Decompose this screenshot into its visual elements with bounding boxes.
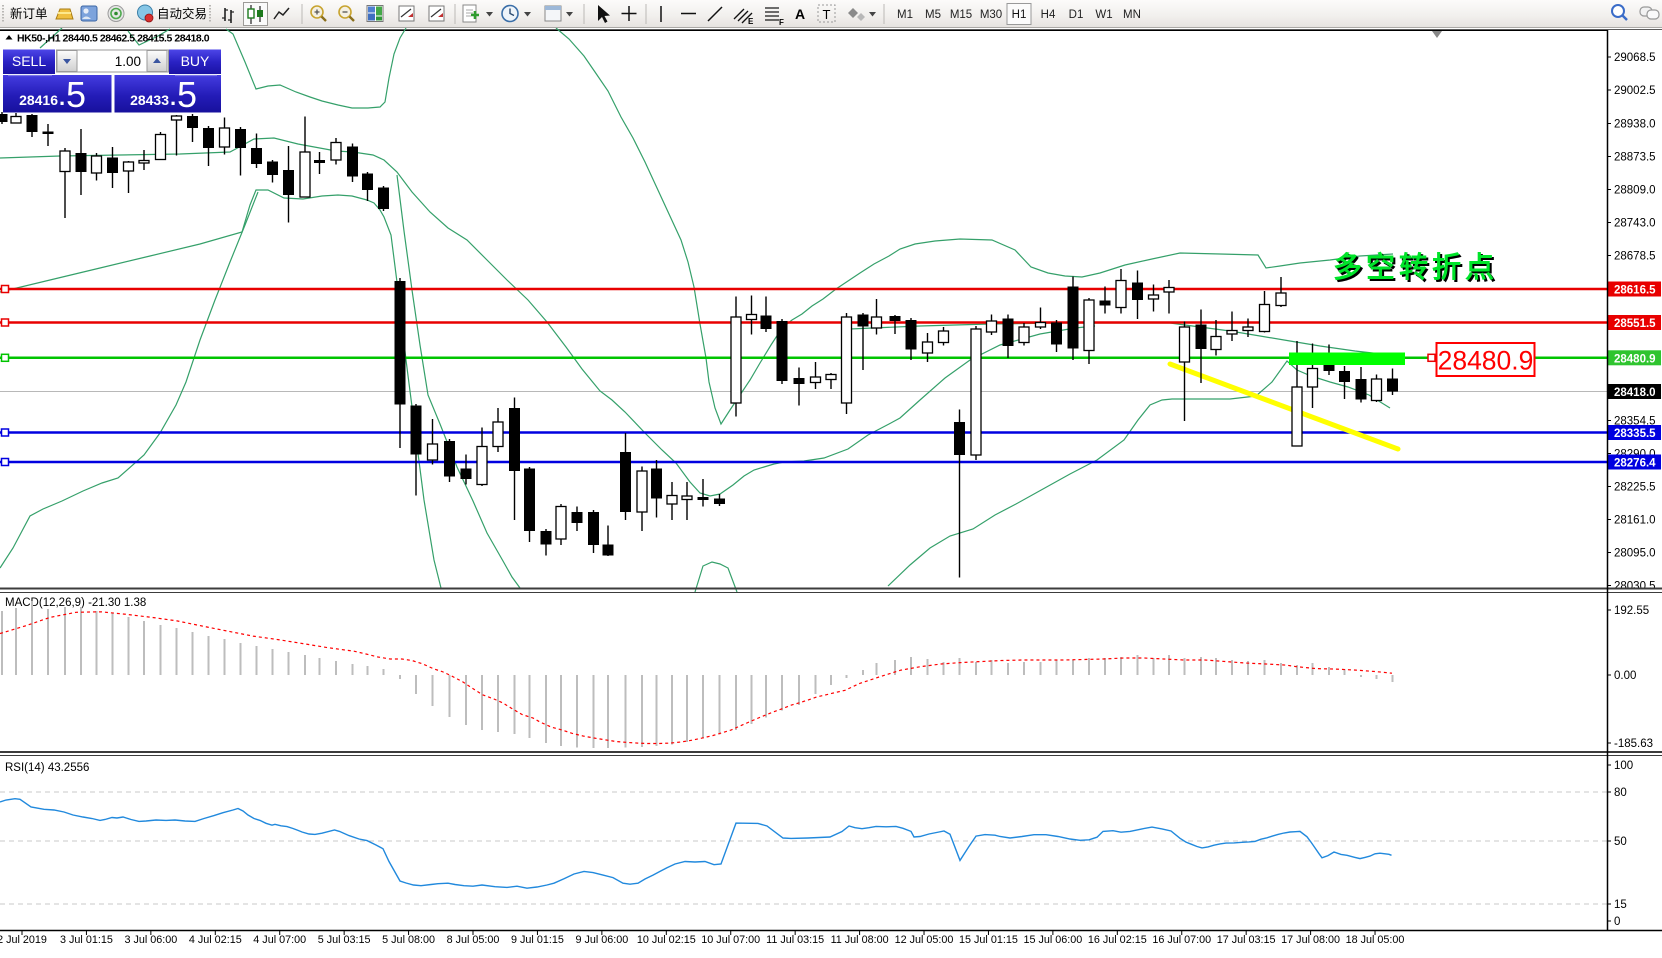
svg-text:28095.0: 28095.0 bbox=[1614, 548, 1656, 560]
svg-text:28335.5: 28335.5 bbox=[1614, 428, 1656, 440]
svg-text:29002.5: 29002.5 bbox=[1614, 85, 1656, 97]
svg-text:多空转折点: 多空转折点 bbox=[1333, 250, 1498, 284]
svg-text:自动交易: 自动交易 bbox=[157, 6, 207, 21]
svg-text:5: 5 bbox=[177, 74, 197, 115]
svg-text:4 Jul 07:00: 4 Jul 07:00 bbox=[253, 934, 306, 946]
svg-text:28809.0: 28809.0 bbox=[1614, 185, 1656, 197]
svg-text:28678.5: 28678.5 bbox=[1614, 251, 1656, 263]
svg-text:9 Jul 06:00: 9 Jul 06:00 bbox=[575, 934, 628, 946]
svg-text:1.00: 1.00 bbox=[115, 54, 141, 69]
svg-text:D1: D1 bbox=[1069, 9, 1084, 21]
svg-text:3 Jul 06:00: 3 Jul 06:00 bbox=[124, 934, 177, 946]
svg-text:多空转折点: 多空转折点 bbox=[1335, 252, 1500, 286]
svg-text:3 Jul 01:15: 3 Jul 01:15 bbox=[60, 934, 113, 946]
svg-text:100: 100 bbox=[1614, 760, 1633, 772]
svg-text:11 Jul 08:00: 11 Jul 08:00 bbox=[831, 934, 889, 946]
svg-text:4 Jul 02:15: 4 Jul 02:15 bbox=[189, 934, 242, 946]
svg-text:.: . bbox=[170, 85, 176, 110]
svg-text:M5: M5 bbox=[925, 9, 941, 21]
svg-text:28276.4: 28276.4 bbox=[1614, 458, 1656, 470]
svg-text:17 Jul 08:00: 17 Jul 08:00 bbox=[1281, 934, 1340, 946]
svg-text:MN: MN bbox=[1123, 9, 1141, 21]
svg-text:MACD(12,26,9) -21.30 1.38: MACD(12,26,9) -21.30 1.38 bbox=[5, 597, 146, 609]
svg-text:16 Jul 02:15: 16 Jul 02:15 bbox=[1088, 934, 1147, 946]
svg-text:F: F bbox=[779, 18, 784, 27]
svg-text:.: . bbox=[59, 85, 65, 110]
svg-text:28416: 28416 bbox=[19, 92, 58, 108]
svg-text:H1: H1 bbox=[1012, 9, 1027, 21]
svg-text:M1: M1 bbox=[897, 9, 913, 21]
svg-text:28616.5: 28616.5 bbox=[1614, 285, 1656, 297]
svg-text:28938.0: 28938.0 bbox=[1614, 119, 1656, 131]
svg-text:15 Jul 01:15: 15 Jul 01:15 bbox=[959, 934, 1018, 946]
svg-text:W1: W1 bbox=[1095, 9, 1112, 21]
svg-text:5 Jul 08:00: 5 Jul 08:00 bbox=[382, 934, 435, 946]
svg-text:H4: H4 bbox=[1041, 9, 1056, 21]
svg-text:28354.5: 28354.5 bbox=[1614, 416, 1656, 428]
svg-text:M15: M15 bbox=[950, 9, 972, 21]
svg-text:HK50-,H1 28440.5 28462.5 2841: HK50-,H1 28440.5 28462.5 28415.5 28418.0 bbox=[17, 33, 210, 45]
svg-text:28743.0: 28743.0 bbox=[1614, 218, 1656, 230]
svg-text:80: 80 bbox=[1614, 787, 1627, 799]
svg-text:18 Jul 05:00: 18 Jul 05:00 bbox=[1346, 934, 1405, 946]
svg-text:28418.0: 28418.0 bbox=[1614, 387, 1656, 399]
svg-text:5: 5 bbox=[66, 74, 86, 115]
svg-text:M30: M30 bbox=[980, 9, 1002, 21]
svg-text:15: 15 bbox=[1614, 899, 1627, 911]
svg-text:11 Jul 03:15: 11 Jul 03:15 bbox=[766, 934, 824, 946]
svg-text:A: A bbox=[795, 6, 805, 22]
svg-text:28225.5: 28225.5 bbox=[1614, 482, 1656, 494]
svg-text:9 Jul 01:15: 9 Jul 01:15 bbox=[511, 934, 564, 946]
svg-text:28873.5: 28873.5 bbox=[1614, 152, 1656, 164]
svg-text:192.55: 192.55 bbox=[1614, 605, 1649, 617]
svg-text:28480.9: 28480.9 bbox=[1438, 346, 1534, 376]
svg-text:-185.63: -185.63 bbox=[1614, 738, 1653, 750]
svg-text:28433: 28433 bbox=[130, 92, 169, 108]
svg-text:RSI(14) 43.2556: RSI(14) 43.2556 bbox=[5, 762, 89, 774]
svg-text:17 Jul 03:15: 17 Jul 03:15 bbox=[1217, 934, 1276, 946]
svg-text:T: T bbox=[823, 7, 831, 22]
svg-text:新订单: 新订单 bbox=[10, 6, 48, 21]
svg-text:0: 0 bbox=[1614, 916, 1620, 928]
svg-text:12 Jul 05:00: 12 Jul 05:00 bbox=[895, 934, 954, 946]
svg-text:10 Jul 02:15: 10 Jul 02:15 bbox=[637, 934, 696, 946]
svg-text:16 Jul 07:00: 16 Jul 07:00 bbox=[1152, 934, 1211, 946]
svg-text:BUY: BUY bbox=[181, 53, 210, 69]
svg-text:28551.5: 28551.5 bbox=[1614, 318, 1656, 330]
svg-text:28161.0: 28161.0 bbox=[1614, 515, 1656, 527]
svg-text:28030.5: 28030.5 bbox=[1614, 581, 1656, 593]
svg-text:10 Jul 07:00: 10 Jul 07:00 bbox=[701, 934, 760, 946]
svg-text:28480.9: 28480.9 bbox=[1614, 353, 1656, 365]
svg-text:SELL: SELL bbox=[12, 53, 46, 69]
svg-text:29068.5: 29068.5 bbox=[1614, 52, 1656, 64]
svg-text:15 Jul 06:00: 15 Jul 06:00 bbox=[1023, 934, 1082, 946]
svg-text:8 Jul 05:00: 8 Jul 05:00 bbox=[447, 934, 500, 946]
svg-text:0.00: 0.00 bbox=[1614, 670, 1636, 682]
svg-text:5 Jul 03:15: 5 Jul 03:15 bbox=[318, 934, 371, 946]
svg-text:50: 50 bbox=[1614, 836, 1627, 848]
svg-text:2 Jul 2019: 2 Jul 2019 bbox=[0, 934, 47, 946]
svg-text:E: E bbox=[748, 17, 754, 26]
